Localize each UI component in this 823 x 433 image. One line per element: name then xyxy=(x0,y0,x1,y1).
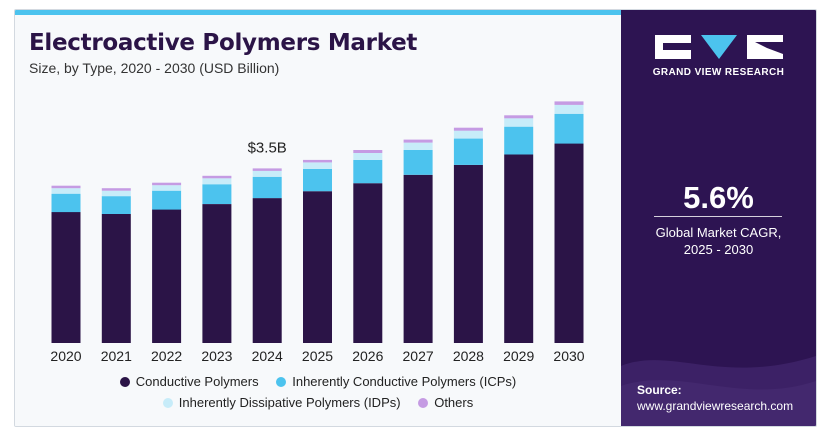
decorative-wave-pattern xyxy=(621,356,816,426)
stacked-bar-chart: 2020 2021 2022 2023 $3.5B 2024 2025 2026 2027 202… xyxy=(50,101,585,364)
bar-2020-series-0 xyxy=(51,212,81,343)
legend-item-others: Others xyxy=(418,395,473,410)
x-tick-label-2022: 2022 xyxy=(151,348,182,364)
source-block: Source: www.grandviewresearch.com xyxy=(637,382,793,414)
bar-2021-series-0 xyxy=(101,214,131,343)
bar-2027-series-2 xyxy=(403,142,433,150)
bar-2029-series-0 xyxy=(504,154,534,343)
info-sidebar: GRAND VIEW RESEARCH 5.6% Global Market C… xyxy=(621,10,816,426)
bar-2029-series-2 xyxy=(504,118,534,127)
x-tick-label-2025: 2025 xyxy=(302,348,333,364)
x-tick-label-2023: 2023 xyxy=(201,348,232,364)
brand-name: GRAND VIEW RESEARCH xyxy=(652,67,785,78)
legend-label: Conductive Polymers xyxy=(135,374,259,389)
cagr-label-line-1: Global Market CAGR, xyxy=(655,225,782,240)
bar-2026-series-2 xyxy=(353,153,383,160)
bar-2026-series-3 xyxy=(353,150,383,153)
x-tick-label-2028: 2028 xyxy=(453,348,484,364)
legend-swatch xyxy=(162,397,173,408)
bar-2024-series-3 xyxy=(252,168,282,171)
x-tick-label-2024: 2024 xyxy=(252,348,283,364)
chart-subtitle: Size, by Type, 2020 - 2030 (USD Billion) xyxy=(29,60,280,76)
grand-view-logo-icon xyxy=(655,35,783,59)
x-tick-label-2027: 2027 xyxy=(403,348,434,364)
x-tick-label-2030: 2030 xyxy=(553,348,584,364)
bar-2025-series-0 xyxy=(303,191,332,343)
bar-2027-series-1 xyxy=(403,150,433,175)
bar-2022-series-0 xyxy=(152,209,182,343)
bar-2028-series-1 xyxy=(453,138,483,165)
bar-2030-series-3 xyxy=(554,101,584,105)
bar-2023-series-3 xyxy=(202,175,232,179)
legend-label: Others xyxy=(434,395,474,410)
bar-2029-series-1 xyxy=(504,126,534,155)
bar-2023-series-1 xyxy=(202,184,232,204)
divider xyxy=(654,216,782,217)
bar-2029-series-3 xyxy=(504,115,534,119)
cagr-label: Global Market CAGR, 2025 - 2030 xyxy=(621,224,816,258)
bar-2022-series-1 xyxy=(152,190,182,210)
bar-2024-series-0 xyxy=(252,198,282,343)
bar-2020-series-3 xyxy=(51,185,81,189)
bar-2025-series-1 xyxy=(303,168,332,192)
bar-2021-series-1 xyxy=(101,196,131,214)
bar-2030-series-1 xyxy=(554,113,584,144)
bar-2030-series-2 xyxy=(554,104,584,114)
bar-2022-series-2 xyxy=(152,185,182,191)
bar-2027-series-3 xyxy=(403,139,433,143)
legend-label: Inherently Conductive Polymers (ICPs) xyxy=(292,374,517,389)
bar-2021-series-2 xyxy=(101,190,131,197)
data-label-2024: $3.5B xyxy=(248,139,287,156)
source-label: Source: xyxy=(637,383,682,397)
bar-2023-series-2 xyxy=(202,178,232,185)
bar-2023-series-0 xyxy=(202,204,232,343)
bar-2028-series-3 xyxy=(453,127,483,131)
infographic-card: Electroactive Polymers Market Size, by T… xyxy=(14,9,817,427)
bar-2025-series-3 xyxy=(303,159,332,163)
accent-bar xyxy=(15,10,621,15)
bar-2024-series-1 xyxy=(252,176,282,199)
bar-2026-series-1 xyxy=(353,159,383,184)
bar-2025-series-2 xyxy=(303,162,332,169)
bar-2022-series-3 xyxy=(152,182,182,186)
x-tick-label-2021: 2021 xyxy=(101,348,132,364)
legend-item-idps: Inherently Dissipative Polymers (IDPs) xyxy=(162,395,401,410)
legend-swatch xyxy=(276,376,287,387)
cagr-label-line-2: 2025 - 2030 xyxy=(683,242,754,257)
bar-2021-series-3 xyxy=(101,188,131,191)
bar-2026-series-0 xyxy=(353,183,383,343)
legend-item-icps: Inherently Conductive Polymers (ICPs) xyxy=(276,374,516,389)
legend-row-1: Conductive Polymers Inherently Conductiv… xyxy=(15,374,621,389)
chart-title: Electroactive Polymers Market xyxy=(29,30,418,56)
legend-swatch xyxy=(418,397,429,408)
bar-2028-series-2 xyxy=(453,130,483,139)
bar-2027-series-0 xyxy=(403,174,433,343)
x-tick-label-2020: 2020 xyxy=(50,348,81,364)
x-tick-label-2029: 2029 xyxy=(503,348,534,364)
legend-row-2: Inherently Dissipative Polymers (IDPs) O… xyxy=(15,395,621,410)
bar-2020-series-2 xyxy=(51,188,81,194)
source-url: www.grandviewresearch.com xyxy=(637,399,794,413)
bar-2024-series-2 xyxy=(252,170,282,177)
x-tick-label-2026: 2026 xyxy=(352,348,383,364)
bar-2020-series-1 xyxy=(51,193,81,213)
legend-label: Inherently Dissipative Polymers (IDPs) xyxy=(178,395,401,410)
cagr-value: 5.6% xyxy=(683,180,754,215)
bar-2030-series-0 xyxy=(554,143,584,343)
chart-panel: Electroactive Polymers Market Size, by T… xyxy=(15,10,621,426)
bar-2028-series-0 xyxy=(453,164,483,343)
legend-swatch xyxy=(119,376,130,387)
legend-item-conductive: Conductive Polymers xyxy=(119,374,259,389)
